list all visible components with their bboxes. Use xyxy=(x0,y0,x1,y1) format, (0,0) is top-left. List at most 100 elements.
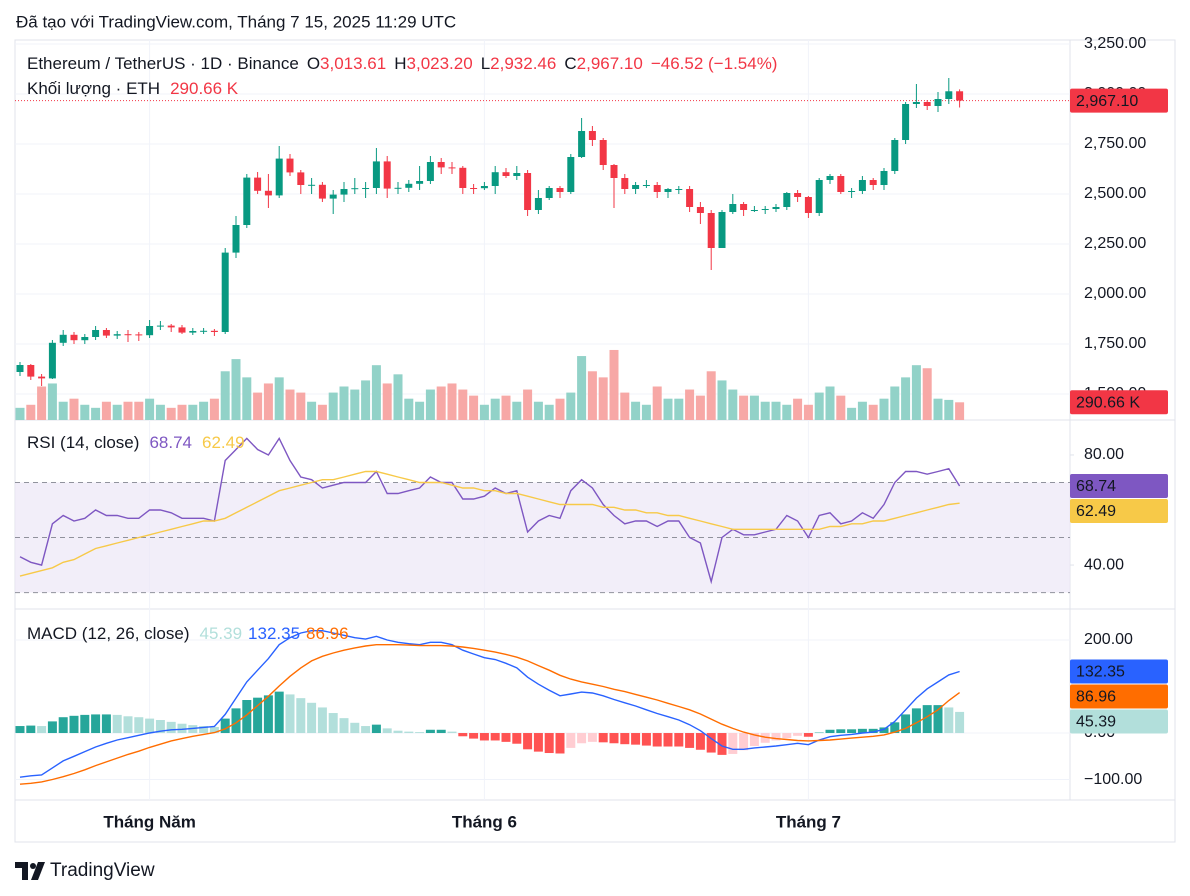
volume-bar xyxy=(771,401,781,420)
histogram-bar xyxy=(587,733,597,742)
candle-body xyxy=(448,167,456,169)
candle-body xyxy=(383,161,391,189)
candle-body xyxy=(232,225,240,253)
volume-value: 290.66 K xyxy=(170,79,239,98)
histogram-bar xyxy=(458,733,468,737)
histogram-bar xyxy=(555,733,565,754)
candle-body xyxy=(923,102,931,106)
axis-value-box xyxy=(1070,659,1168,684)
candle-body xyxy=(675,189,683,190)
histogram-bar xyxy=(955,711,965,734)
candle-body xyxy=(210,330,218,332)
histogram-bar xyxy=(177,723,187,734)
histogram-bar xyxy=(739,733,749,751)
candle-body xyxy=(848,191,856,192)
candle-body xyxy=(124,334,132,336)
volume-bar xyxy=(317,404,327,420)
candle-body xyxy=(891,140,899,171)
axis-value-labels: 2,967.10 290.66 K 68.74 62.49 132.35 86.96 45.… xyxy=(1070,88,1168,734)
volume-bar xyxy=(112,404,122,420)
ohlc-value: 3,013.61 xyxy=(320,54,386,73)
candle-body xyxy=(459,167,467,188)
volume-bar xyxy=(544,404,554,420)
candle-body xyxy=(351,188,359,190)
axis-value-label: 45.39 xyxy=(1076,714,1116,731)
volume-bar xyxy=(793,398,803,420)
candle-body xyxy=(567,157,575,192)
histogram-bar xyxy=(231,708,241,734)
histogram-bar xyxy=(415,732,425,734)
volume-bar xyxy=(847,407,857,420)
volume-bar xyxy=(555,398,565,420)
volume-bar xyxy=(533,401,543,420)
histogram-bar xyxy=(155,720,165,734)
candle-body xyxy=(653,185,661,192)
volume-name: Khối lượng · ETH xyxy=(27,79,160,98)
volume-bar xyxy=(598,377,608,420)
candle-body xyxy=(632,185,640,189)
histogram-bar xyxy=(868,728,878,734)
candle-body xyxy=(340,189,348,195)
histogram-bar xyxy=(145,718,155,734)
histogram-bar xyxy=(598,733,608,743)
histogram-bar xyxy=(69,715,79,734)
histogram-bar xyxy=(361,726,371,734)
axis-value-box xyxy=(1070,390,1168,415)
histogram-bar xyxy=(857,728,867,734)
volume-bar xyxy=(220,371,230,420)
histogram-bar xyxy=(350,722,360,734)
histogram-bar xyxy=(37,726,47,734)
candle-body xyxy=(329,194,337,199)
histogram-bar xyxy=(728,733,738,754)
candle-body xyxy=(912,102,920,104)
candle-body xyxy=(243,177,251,225)
histogram-bar xyxy=(382,728,392,734)
volume-bar xyxy=(620,392,630,420)
volume-bar xyxy=(296,392,306,420)
axis-value-label: 68.74 xyxy=(1076,478,1116,495)
ohlc-label: C xyxy=(564,54,576,73)
histogram-bar xyxy=(112,714,122,734)
ohlc-label: L xyxy=(481,54,490,73)
candle-body xyxy=(545,188,553,198)
volume-bar xyxy=(350,389,360,420)
histogram-bar xyxy=(47,721,57,734)
volume-bar xyxy=(911,365,921,420)
histogram-bar xyxy=(717,733,727,755)
volume-bar xyxy=(879,398,889,420)
histogram-bar xyxy=(620,733,630,745)
candle-body xyxy=(146,326,154,336)
volume-bar xyxy=(80,404,90,420)
histogram-bar xyxy=(436,729,446,734)
volume-bar xyxy=(199,401,209,420)
x-tick-label: Tháng 7 xyxy=(776,812,841,831)
candle-body xyxy=(869,180,877,185)
volume-bar xyxy=(47,383,57,420)
candle-body xyxy=(27,365,35,377)
candle-body xyxy=(740,204,748,210)
histogram-bar xyxy=(641,733,651,746)
volume-bar xyxy=(253,392,263,420)
y-tick-label: 1,750.00 xyxy=(1084,335,1146,352)
x-tick-label: Tháng 6 xyxy=(452,812,517,831)
histogram-bar xyxy=(371,724,381,734)
candle-body xyxy=(783,193,791,207)
line-series xyxy=(19,470,960,577)
axis-value-label: 132.35 xyxy=(1076,664,1125,681)
candle-body xyxy=(135,334,143,336)
candle-body xyxy=(362,188,370,189)
candle-body xyxy=(297,172,305,185)
candle-body xyxy=(167,325,175,328)
histogram-bar xyxy=(674,733,684,747)
candle-body xyxy=(934,99,942,106)
candle-body xyxy=(772,207,780,209)
histogram-bar xyxy=(220,718,230,734)
volume-bar xyxy=(803,404,813,420)
candle-body xyxy=(578,131,586,157)
volume-bar xyxy=(695,395,705,420)
volume-bar xyxy=(145,398,155,420)
histogram-bar xyxy=(393,730,403,734)
histogram-bar xyxy=(285,694,295,734)
volume-bar xyxy=(177,404,187,420)
